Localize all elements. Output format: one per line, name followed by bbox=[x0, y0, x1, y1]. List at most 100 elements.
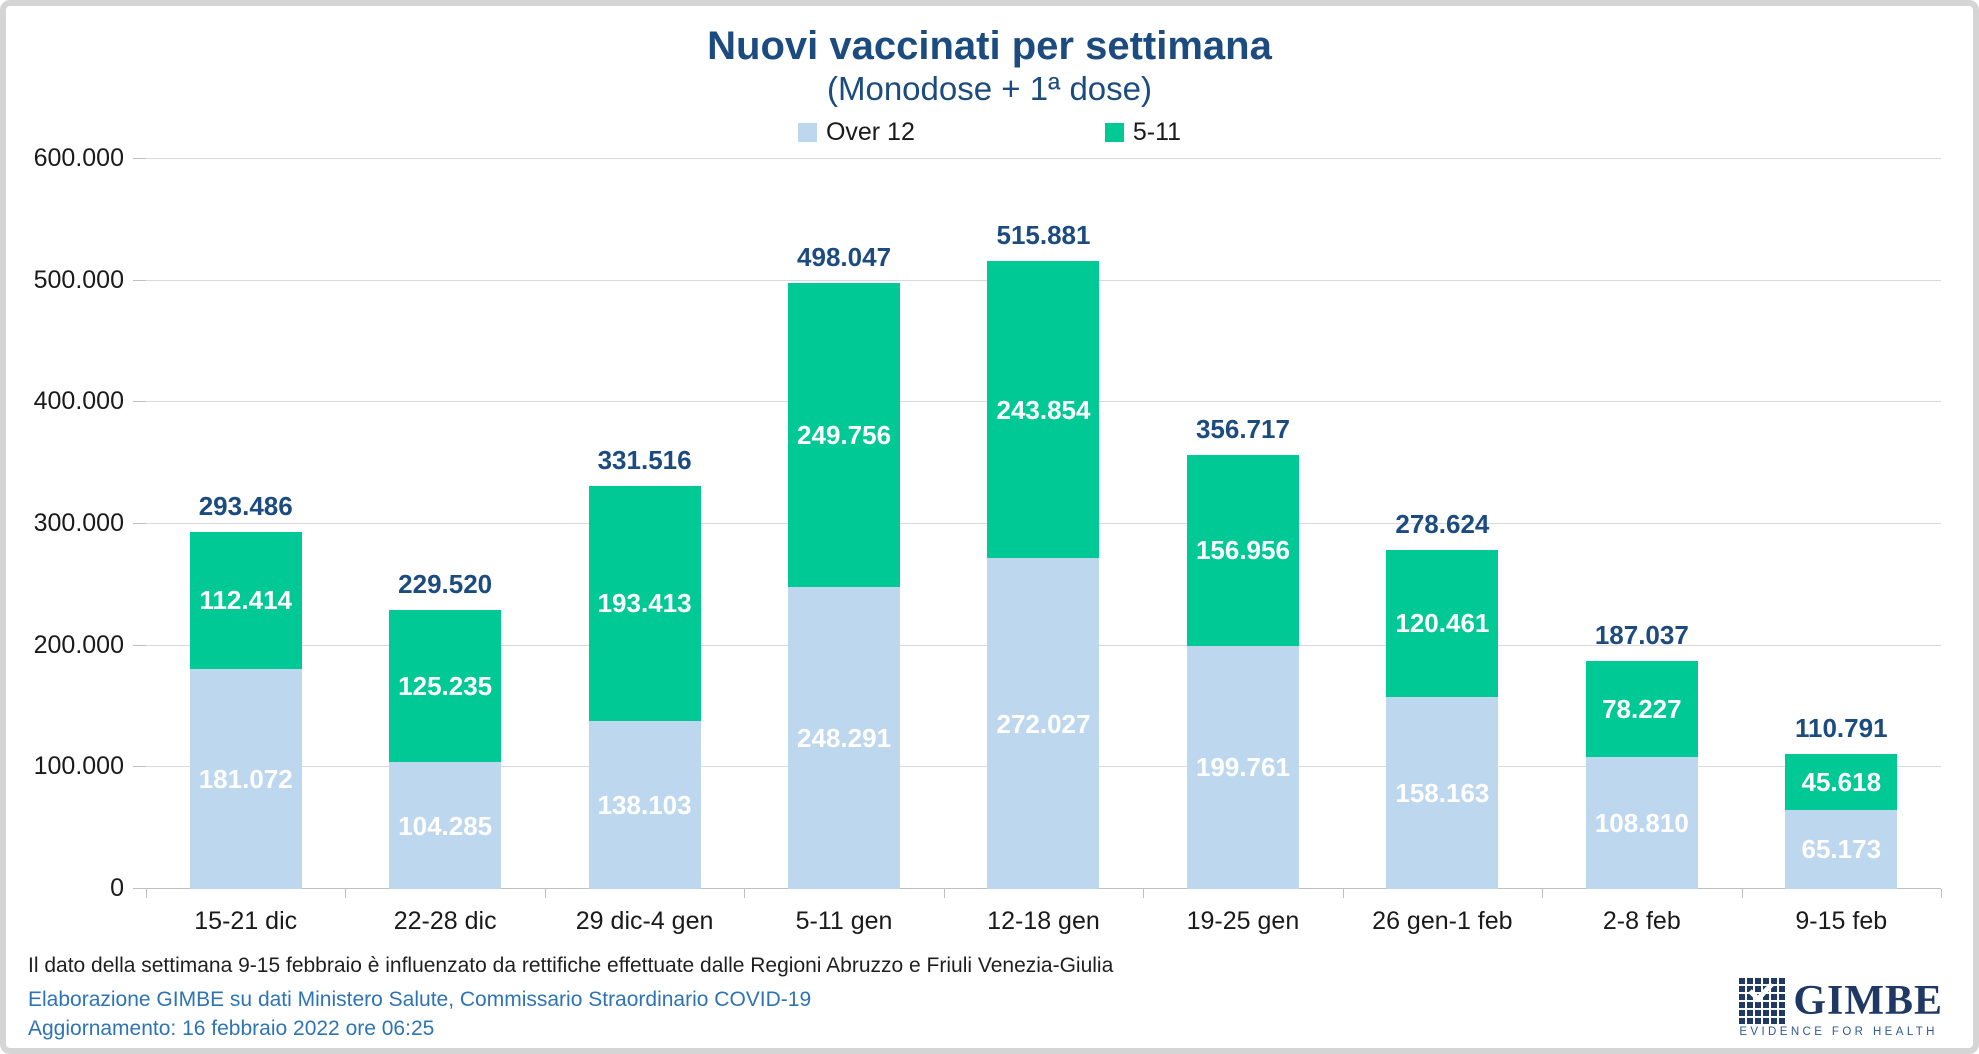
bar-segment-5-11 bbox=[389, 609, 502, 763]
total-value-label: 356.717 bbox=[1195, 414, 1290, 444]
x-axis-tick bbox=[943, 889, 945, 898]
segment-value-label: 156.956 bbox=[1195, 535, 1290, 566]
plot-area: 0 100.000 200.000 300.000 400.000 500.000 600.… bbox=[34, 144, 1942, 935]
y-axis-label: 500.000 bbox=[33, 265, 124, 294]
segment-value-label: 138.103 bbox=[597, 790, 692, 820]
logo-name: GIMBE bbox=[1793, 978, 1943, 1024]
bar-stack: 199.761 156.956 356.717 bbox=[1186, 159, 1299, 889]
segment-value-label: 120.461 bbox=[1395, 608, 1490, 639]
legend-label-over-12: Over 12 bbox=[825, 118, 915, 146]
x-axis-tick bbox=[1741, 889, 1743, 898]
y-axis-tick bbox=[133, 888, 146, 889]
bar-segment-over-12 bbox=[987, 558, 1100, 889]
x-axis-category-label: 29 dic-4 gen bbox=[575, 907, 714, 935]
chart-subtitle: (Monodose + 1ª dose) bbox=[827, 70, 1152, 107]
segment-value-label: 248.291 bbox=[797, 722, 892, 753]
segment-value-label: 112.414 bbox=[199, 585, 292, 616]
bar-stack: 272.027 243.854 515.881 bbox=[987, 159, 1100, 889]
bar-segment-5-11 bbox=[588, 485, 701, 721]
x-axis-category-label: 12-18 gen bbox=[987, 907, 1100, 935]
logo-tagline: EVIDENCE FOR HEALTH bbox=[1739, 1026, 1938, 1038]
bar-segment-over-12 bbox=[788, 586, 901, 889]
bar-segment-5-11 bbox=[1386, 550, 1499, 697]
bar-segment-over-12 bbox=[1785, 809, 1898, 889]
bar-segment-over-12 bbox=[1585, 756, 1698, 889]
x-axis-category-label: 9-15 feb bbox=[1795, 907, 1888, 935]
legend-label-5-11: 5-11 bbox=[1132, 118, 1182, 146]
update-line: Aggiornamento: 16 febbraio 2022 ore 06:2… bbox=[28, 1017, 435, 1040]
y-axis-tick bbox=[133, 401, 146, 403]
bar-segment-5-11 bbox=[1186, 455, 1299, 646]
gimbe-grid-icon bbox=[1739, 978, 1786, 1024]
y-axis-tick bbox=[133, 766, 146, 768]
legend-swatch-5-11 bbox=[1104, 123, 1124, 142]
bar-stack: 65.173 45.618 110.791 bbox=[1785, 159, 1898, 889]
segment-value-label: 193.413 bbox=[597, 588, 692, 619]
y-axis-label: 100.000 bbox=[33, 752, 124, 781]
legend-item-over-12: Over 12 bbox=[797, 118, 915, 147]
segment-value-label: 65.173 bbox=[1801, 834, 1882, 865]
x-axis-category-label: 5-11 gen bbox=[795, 907, 893, 935]
bar-segment-over-12 bbox=[1186, 645, 1299, 889]
segment-value-label: 104.285 bbox=[398, 810, 493, 841]
bar-column: 104.285 125.235 229.520 22-28 dic bbox=[345, 159, 544, 935]
y-axis-label: 400.000 bbox=[33, 387, 124, 416]
x-axis-tick bbox=[345, 889, 347, 898]
segment-value-label: 249.756 bbox=[797, 419, 892, 450]
bar-stack: 108.810 78.227 187.037 bbox=[1585, 159, 1698, 889]
total-value-label: 187.037 bbox=[1594, 620, 1689, 651]
bar-stack: 138.103 193.413 331.516 bbox=[588, 159, 701, 889]
segment-value-label: 158.163 bbox=[1395, 777, 1490, 808]
x-axis-tick bbox=[1542, 889, 1544, 898]
bar-column: 138.103 193.413 331.516 29 dic-4 gen bbox=[545, 159, 744, 935]
y-axis-tick bbox=[133, 644, 146, 646]
x-axis-category-label: 26 gen-1 feb bbox=[1372, 907, 1513, 935]
bar-column: 199.761 156.956 356.717 19-25 gen bbox=[1143, 159, 1342, 935]
bar-segment-over-12 bbox=[1386, 696, 1499, 889]
source-line: Elaborazione GIMBE su dati Ministero Sal… bbox=[28, 988, 812, 1011]
chart-title: Nuovi vaccinati per settimana bbox=[707, 24, 1272, 68]
bar-column: 248.291 249.756 498.047 5-11 gen bbox=[744, 159, 943, 935]
gimbe-logo: GIMBE EVIDENCE FOR HEALTH bbox=[1739, 978, 1943, 1038]
segment-value-label: 78.227 bbox=[1602, 694, 1682, 725]
bar-segment-5-11 bbox=[987, 261, 1100, 559]
y-axis-tick bbox=[133, 523, 146, 524]
footnote: Il dato della settimana 9-15 febbraio è … bbox=[28, 954, 1114, 977]
bar-segment-over-12 bbox=[588, 720, 701, 889]
x-axis-tick bbox=[1342, 889, 1344, 898]
total-value-label: 498.047 bbox=[797, 242, 892, 273]
x-axis-tick bbox=[544, 889, 546, 898]
total-value-label: 515.881 bbox=[996, 220, 1091, 251]
bar-stack: 158.163 120.461 278.624 bbox=[1386, 159, 1499, 889]
x-axis-tick bbox=[1941, 889, 1942, 898]
bar-segment-5-11 bbox=[1785, 754, 1898, 810]
y-axis-tick bbox=[133, 158, 146, 159]
total-value-label: 331.516 bbox=[597, 444, 692, 475]
legend-item-5-11: 5-11 bbox=[1104, 118, 1182, 147]
x-axis-category-label: 2-8 feb bbox=[1602, 907, 1681, 935]
x-axis-category-label: 22-28 dic bbox=[393, 907, 497, 935]
y-axis-label: 0 bbox=[110, 874, 124, 902]
segment-value-label: 125.235 bbox=[398, 670, 493, 701]
x-axis-tick bbox=[146, 889, 147, 898]
bar-segment-5-11 bbox=[1585, 661, 1698, 757]
segment-value-label: 272.027 bbox=[996, 708, 1091, 739]
x-axis-tick bbox=[744, 889, 746, 898]
legend-swatch-over-12 bbox=[797, 123, 817, 142]
y-axis-label: 200.000 bbox=[33, 630, 124, 659]
bar-column: 65.173 45.618 110.791 9-15 feb bbox=[1742, 159, 1941, 935]
segment-value-label: 199.761 bbox=[1195, 752, 1290, 783]
total-value-label: 293.486 bbox=[198, 490, 293, 521]
y-axis-tick bbox=[133, 279, 146, 281]
total-value-label: 278.624 bbox=[1395, 509, 1490, 540]
segment-value-label: 45.618 bbox=[1801, 766, 1882, 797]
bar-segment-5-11 bbox=[189, 531, 302, 669]
bar-segment-5-11 bbox=[788, 283, 901, 587]
bar-stack: 181.072 112.414 293.486 bbox=[189, 159, 302, 889]
y-axis-label: 300.000 bbox=[33, 509, 124, 537]
total-value-label: 110.791 bbox=[1794, 713, 1888, 744]
x-axis-category-label: 15-21 dic bbox=[194, 907, 298, 935]
bar-segment-over-12 bbox=[389, 762, 502, 889]
x-axis-category-label: 19-25 gen bbox=[1186, 907, 1300, 935]
